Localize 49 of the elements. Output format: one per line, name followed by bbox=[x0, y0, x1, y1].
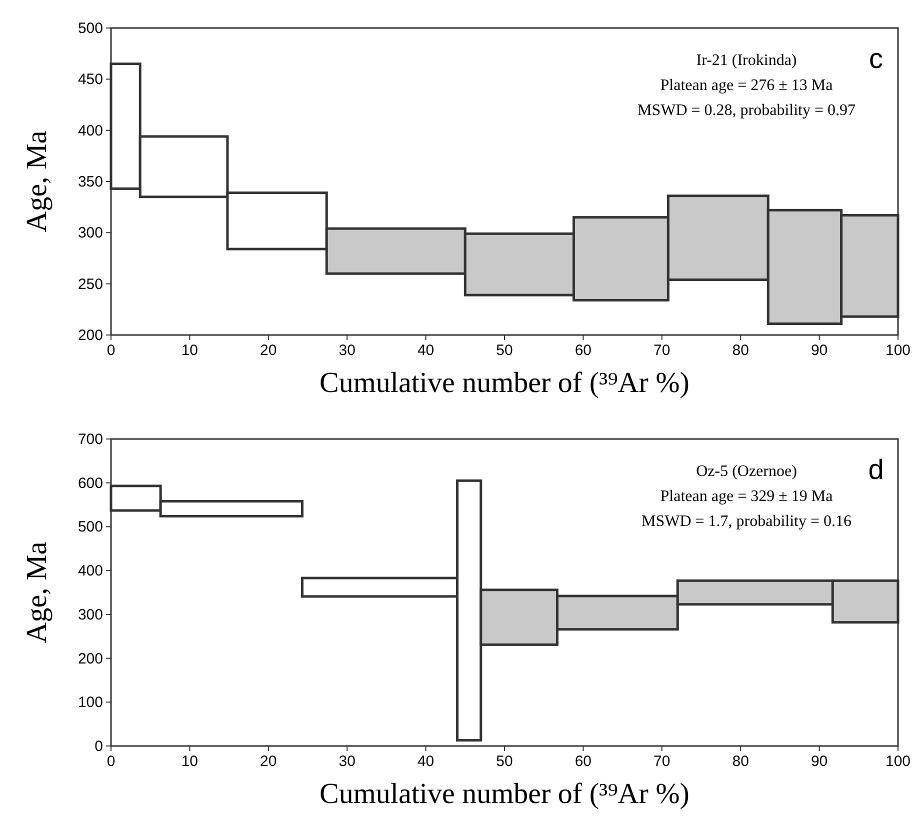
x-tick-label: 100 bbox=[885, 753, 911, 770]
x-tick-label: 10 bbox=[181, 753, 198, 770]
y-tick-label: 200 bbox=[78, 650, 103, 668]
x-tick-label: 40 bbox=[417, 753, 434, 770]
x-tick-label: 70 bbox=[654, 753, 670, 770]
annotation: Platean age = 329 ± 19 Ma bbox=[660, 488, 833, 505]
annotation: MSWD = 1.7, probability = 0.16 bbox=[641, 513, 852, 530]
x-tick-label: 60 bbox=[574, 753, 592, 770]
y-axis-title: Age, Ma bbox=[21, 130, 53, 232]
x-tick-label: 90 bbox=[810, 753, 828, 770]
annotation: Ir-21 (Irokinda) bbox=[696, 52, 797, 69]
x-tick-label: 90 bbox=[810, 342, 828, 359]
y-tick-label: 450 bbox=[78, 71, 103, 88]
x-tick-label: 60 bbox=[574, 342, 592, 359]
y-tick-label: 0 bbox=[94, 738, 103, 755]
y-tick-label: 500 bbox=[78, 518, 103, 536]
y-tick-label: 200 bbox=[78, 327, 103, 344]
x-tick-label: 100 bbox=[885, 342, 911, 359]
y-tick-label: 600 bbox=[78, 474, 103, 492]
y-axis-title: Age, Ma bbox=[21, 542, 53, 644]
y-tick-label: 700 bbox=[78, 431, 103, 448]
x-tick-label: 30 bbox=[338, 753, 356, 770]
x-tick-label: 70 bbox=[654, 342, 670, 359]
x-tick-label: 50 bbox=[496, 753, 513, 770]
x-axis-title: Cumulative number of (³⁹Ar %) bbox=[320, 367, 690, 399]
x-tick-label: 10 bbox=[181, 342, 198, 359]
x-tick-label: 20 bbox=[260, 342, 277, 359]
annotation: Oz-5 (Ozernoe) bbox=[696, 463, 797, 480]
y-tick-label: 250 bbox=[78, 276, 103, 293]
annotation: Platean age = 276 ± 13 Ma bbox=[660, 77, 833, 94]
y-tick-label: 300 bbox=[78, 224, 103, 242]
text: c bbox=[869, 43, 883, 74]
y-tick-label: 500 bbox=[78, 20, 103, 37]
y-tick-label: 400 bbox=[78, 562, 103, 580]
y-tick-label: 100 bbox=[78, 694, 103, 712]
x-tick-label: 0 bbox=[106, 753, 116, 770]
x-tick-label: 20 bbox=[260, 753, 277, 770]
x-tick-label: 40 bbox=[417, 342, 434, 359]
text: d bbox=[868, 454, 884, 485]
x-tick-label: 50 bbox=[496, 342, 513, 359]
x-axis-title: Cumulative number of (³⁹Ar %) bbox=[320, 778, 690, 810]
x-tick-label: 30 bbox=[338, 342, 356, 359]
y-tick-label: 350 bbox=[78, 174, 103, 190]
annotation: MSWD = 0.28, probability = 0.97 bbox=[637, 102, 856, 119]
x-tick-label: 0 bbox=[106, 342, 116, 359]
x-tick-label: 80 bbox=[732, 342, 749, 359]
x-tick-label: 80 bbox=[732, 753, 749, 770]
y-tick-label: 300 bbox=[78, 606, 103, 624]
y-tick-label: 400 bbox=[78, 122, 103, 140]
